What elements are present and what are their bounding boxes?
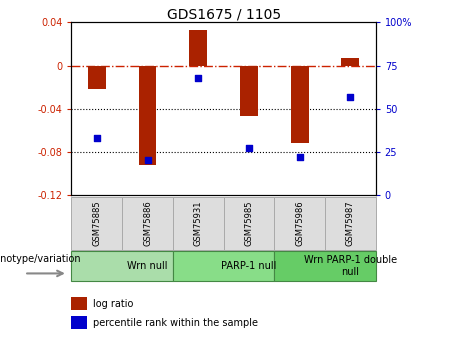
Point bbox=[93, 135, 100, 141]
Point bbox=[144, 158, 151, 163]
Point bbox=[195, 75, 202, 80]
Bar bbox=[173, 251, 274, 281]
Text: Wrn PARP-1 double
null: Wrn PARP-1 double null bbox=[304, 255, 397, 277]
Bar bbox=[139, 66, 156, 165]
Bar bbox=[173, 197, 224, 250]
Bar bbox=[71, 316, 87, 329]
Point bbox=[245, 146, 253, 151]
Bar bbox=[122, 197, 173, 250]
Bar bbox=[189, 30, 207, 66]
Bar bbox=[71, 297, 87, 310]
Text: GSM75886: GSM75886 bbox=[143, 200, 152, 246]
Bar bbox=[274, 251, 376, 281]
Text: percentile rank within the sample: percentile rank within the sample bbox=[93, 318, 258, 328]
Bar bbox=[71, 251, 173, 281]
Bar bbox=[291, 66, 308, 143]
Title: GDS1675 / 1105: GDS1675 / 1105 bbox=[166, 7, 281, 21]
Point bbox=[296, 154, 303, 160]
Text: genotype/variation: genotype/variation bbox=[0, 254, 81, 264]
Text: Wrn null: Wrn null bbox=[127, 261, 168, 271]
Bar bbox=[71, 197, 122, 250]
Text: GSM75986: GSM75986 bbox=[295, 200, 304, 246]
Text: log ratio: log ratio bbox=[93, 299, 133, 309]
Bar bbox=[342, 58, 359, 66]
Bar bbox=[240, 66, 258, 116]
Text: GSM75931: GSM75931 bbox=[194, 200, 203, 246]
Text: GSM75885: GSM75885 bbox=[92, 200, 101, 246]
Point bbox=[347, 94, 354, 99]
Bar bbox=[274, 197, 325, 250]
Text: GSM75985: GSM75985 bbox=[244, 200, 254, 246]
Bar bbox=[224, 197, 274, 250]
Text: GSM75987: GSM75987 bbox=[346, 200, 355, 246]
Bar bbox=[88, 66, 106, 89]
Bar bbox=[325, 197, 376, 250]
Text: PARP-1 null: PARP-1 null bbox=[221, 261, 277, 271]
